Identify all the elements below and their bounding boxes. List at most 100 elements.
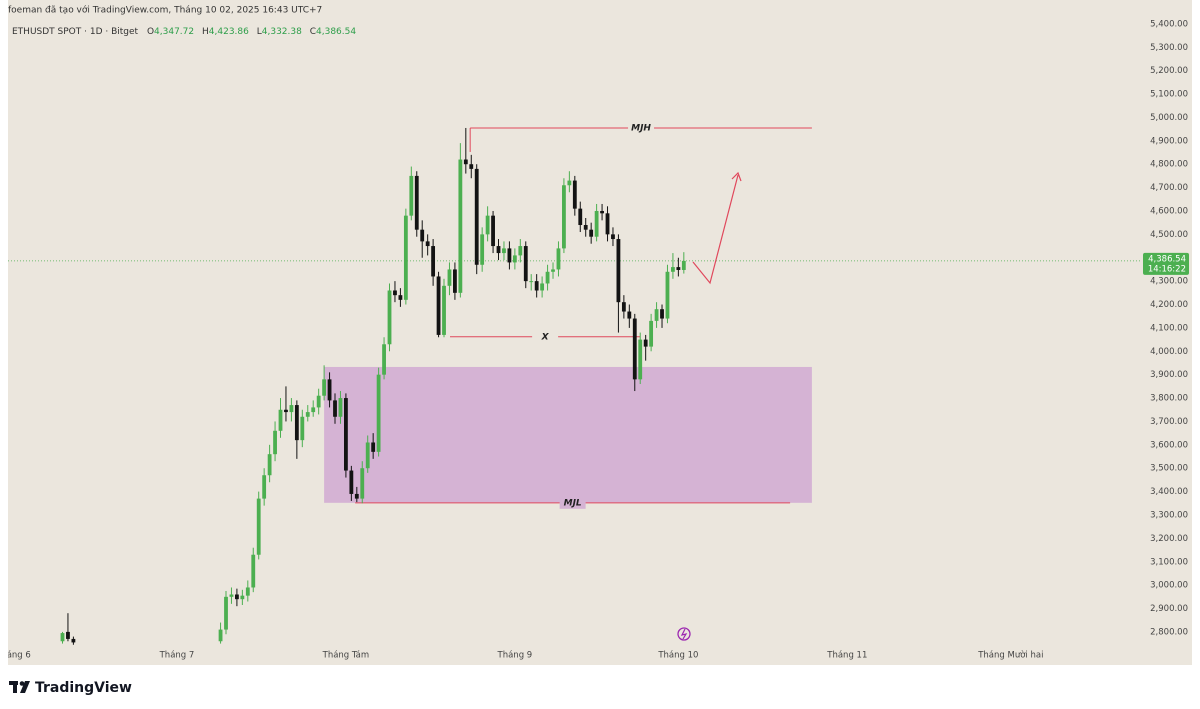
candle-body	[398, 295, 403, 300]
y-tick-label: 5,100.00	[1150, 90, 1188, 100]
candle-body	[469, 164, 474, 169]
candle-body	[425, 241, 430, 247]
candle-body	[562, 185, 566, 249]
candle-body	[403, 215, 408, 300]
candle-body	[273, 430, 277, 455]
candle-body	[382, 344, 386, 375]
y-tick-label: 4,100.00	[1150, 323, 1188, 333]
y-tick-label: 5,200.00	[1150, 66, 1188, 76]
brand-logo	[9, 681, 30, 693]
candle-body	[305, 412, 310, 417]
level-label-bg	[532, 330, 559, 343]
level-label: X	[541, 332, 550, 342]
credit: foeman đã tạo với TradingView.com, Tháng…	[8, 5, 322, 16]
candle-body	[480, 234, 485, 265]
candle-body	[589, 229, 594, 237]
candle-body	[643, 339, 648, 347]
candle-body	[333, 400, 337, 417]
countdown-label: 14:16:22	[1148, 264, 1186, 274]
candle-body	[616, 239, 621, 303]
candle-body	[245, 587, 250, 596]
y-tick-label: 4,300.00	[1150, 277, 1188, 287]
y-tick-label: 4,700.00	[1150, 183, 1188, 193]
y-tick-label: 5,300.00	[1150, 43, 1188, 53]
y-tick-label: 4,500.00	[1150, 230, 1188, 240]
candle-body	[327, 379, 332, 401]
symbol: ETHUSDT SPOT · 1D · Bitget	[12, 27, 139, 37]
candle-body	[289, 405, 294, 413]
y-tick-label: 4,900.00	[1150, 136, 1188, 146]
projection-arrow	[692, 174, 739, 285]
candle-body	[294, 405, 299, 441]
candle-body	[551, 269, 555, 272]
candle-body	[518, 246, 523, 256]
candle-body	[436, 276, 441, 335]
candle-body	[256, 498, 261, 555]
candle-body	[627, 311, 632, 319]
candle-body	[278, 409, 283, 431]
candle-body	[316, 395, 321, 408]
y-tick-label: 3,800.00	[1150, 394, 1188, 404]
candle-body	[594, 210, 599, 237]
candle-body	[442, 285, 446, 335]
candle-body	[224, 596, 228, 630]
candle-body	[485, 215, 490, 235]
ohlc-key: O	[147, 27, 154, 37]
y-tick-label: 3,700.00	[1150, 417, 1188, 427]
candle-body	[387, 290, 392, 345]
candle-body	[234, 594, 239, 600]
x-tick-label: Tháng Tám	[322, 651, 370, 661]
candle-body	[262, 475, 267, 499]
candle-body	[338, 398, 343, 417]
ohlc-value: 4,423.86	[209, 27, 249, 37]
candle-body	[638, 339, 643, 380]
ohlc-key: C	[310, 27, 316, 37]
level-label-bg	[628, 121, 655, 134]
ohlc-value: 4,386.54	[316, 27, 356, 37]
candle-body	[534, 281, 539, 291]
candle-body	[365, 442, 370, 469]
y-tick-label: 4,600.00	[1150, 206, 1188, 216]
y-tick-label: 5,400.00	[1150, 19, 1188, 29]
candle-body	[545, 271, 550, 284]
x-tick-label: Tháng 6	[0, 651, 31, 661]
candle-body	[523, 246, 528, 282]
candle-body	[507, 248, 512, 263]
y-tick-label: 4,200.00	[1150, 300, 1188, 310]
event-icon-bolt	[680, 628, 688, 640]
y-tick-label: 5,000.00	[1150, 113, 1188, 123]
plot-area: MJH X MJL	[8, 121, 1140, 645]
candle-body	[649, 320, 654, 347]
x-tick-label: Tháng 7	[159, 651, 195, 661]
candle-body	[654, 309, 659, 321]
level-label: MJL	[564, 498, 582, 508]
y-tick-label: 3,600.00	[1150, 440, 1188, 450]
y-tick-label: 2,800.00	[1150, 627, 1188, 637]
y-tick-label: 3,400.00	[1150, 487, 1188, 497]
ohlc-key: L	[257, 27, 262, 37]
arrow-head	[731, 171, 742, 182]
candle-body	[409, 175, 414, 216]
candle-body	[393, 290, 397, 296]
candle-body	[376, 374, 381, 452]
candle-body	[360, 468, 365, 499]
candle-body	[605, 213, 610, 235]
candle-body	[322, 379, 327, 396]
candle-body	[354, 493, 359, 499]
candle-body	[671, 267, 675, 272]
event-icon[interactable]	[677, 627, 691, 641]
candle-body	[512, 255, 517, 263]
candle-body	[284, 409, 288, 413]
ohlc-value: 4,347.72	[154, 27, 194, 37]
candle-body	[540, 283, 545, 291]
candle-body	[572, 180, 577, 209]
candle-body	[665, 271, 670, 319]
candle-body	[300, 416, 305, 441]
candle-body	[491, 215, 495, 247]
y-tick-label: 3,900.00	[1150, 370, 1188, 380]
zone	[324, 366, 812, 503]
candle-body	[229, 594, 234, 597]
ohlc-value: 4,332.38	[262, 27, 302, 37]
